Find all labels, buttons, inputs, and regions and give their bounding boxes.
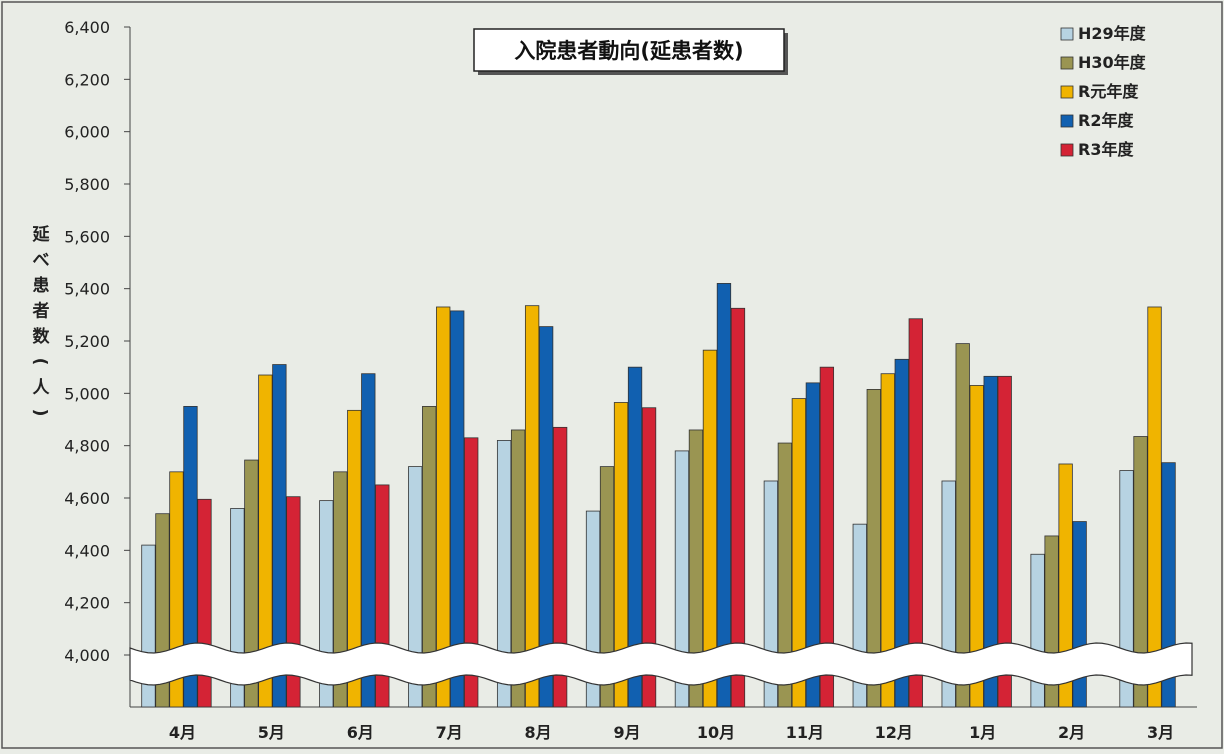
bar: [1058, 463, 1073, 708]
bar: [955, 343, 970, 708]
y-tick-label: 6,000: [64, 123, 110, 142]
x-tick-label: 1月: [969, 723, 996, 742]
x-tick-label: 5月: [258, 723, 285, 742]
bar: [524, 305, 540, 708]
legend-swatch: [1060, 27, 1074, 41]
bar: [805, 382, 821, 708]
y-tick-label: 6,200: [64, 70, 110, 89]
bar: [627, 366, 643, 708]
x-tick-label: 11月: [786, 723, 824, 742]
y-ticks: 6,400 6,200 6,000 5,800 5,600 5,400 5,200 5,000…: [64, 18, 130, 665]
y-axis-label-char: 患: [33, 276, 50, 296]
bar: [641, 407, 657, 708]
bar: [333, 471, 348, 708]
y-axis-label-char: べ: [33, 251, 50, 271]
y-tick-label: 4,600: [64, 489, 110, 508]
legend-label: R3年度: [1078, 140, 1134, 159]
bars: [141, 283, 1176, 708]
bar: [510, 429, 526, 708]
chart-title-text: 入院患者動向(延患者数): [514, 39, 743, 63]
x-tick-label: 9月: [613, 723, 640, 742]
bar: [183, 406, 198, 708]
bar: [538, 326, 554, 708]
x-tick-label: 4月: [169, 723, 196, 742]
chart-title: 入院患者動向(延患者数): [473, 28, 788, 75]
bar: [791, 398, 807, 708]
legend-label: H29年度: [1078, 24, 1147, 43]
y-axis-label-char: 延: [32, 224, 51, 245]
bar: [347, 409, 362, 708]
axis-break-band: [129, 642, 1193, 686]
bar: [674, 450, 690, 708]
x-tick-label: 12月: [875, 723, 913, 742]
bar: [894, 358, 909, 708]
bar: [450, 310, 465, 708]
legend-swatch: [1060, 85, 1074, 99]
x-tick-label: 2月: [1058, 723, 1085, 742]
bar: [908, 318, 923, 708]
bar: [258, 374, 273, 708]
bar: [777, 442, 793, 708]
chart-title-box: [473, 28, 785, 72]
bar: [688, 429, 704, 708]
bar: [408, 466, 423, 708]
bar: [730, 307, 746, 708]
x-tick-label: 7月: [436, 723, 463, 742]
y-tick-label: 5,200: [64, 332, 110, 351]
y-tick-label: 4,800: [64, 437, 110, 456]
y-axis-label-char: 人: [33, 378, 51, 398]
legend-swatch: [1060, 114, 1074, 128]
bar: [1147, 306, 1162, 708]
y-axis-label-char: (: [30, 358, 50, 366]
x-tick-label: 6月: [347, 723, 374, 742]
y-axis-label-char: 者: [32, 301, 50, 322]
bar: [983, 375, 998, 708]
bar: [436, 306, 451, 708]
bar: [819, 366, 835, 708]
legend-swatch: [1060, 143, 1074, 157]
bar: [496, 440, 512, 708]
y-tick-label: 4,400: [64, 541, 110, 560]
bar: [1119, 470, 1134, 708]
y-tick-label: 5,800: [64, 175, 110, 194]
y-axis-label-char: 数: [33, 326, 51, 347]
legend: H29年度 H30年度 R元年度 R2年度 R3年度: [1060, 24, 1147, 159]
y-axis-label-char: ): [30, 409, 50, 417]
bar: [599, 466, 615, 708]
bar: [552, 426, 568, 708]
bar: [613, 402, 629, 708]
x-tick-label: 10月: [697, 723, 735, 742]
y-tick-label: 5,600: [64, 227, 110, 246]
bar: [866, 389, 881, 708]
legend-swatch: [1060, 56, 1074, 70]
bar: [969, 385, 984, 708]
y-tick-label: 5,400: [64, 280, 110, 299]
y-tick-label: 5,000: [64, 384, 110, 403]
bar: [702, 349, 718, 708]
legend-label: H30年度: [1078, 53, 1147, 72]
y-tick-label: 4,000: [64, 646, 110, 665]
bar: [716, 283, 732, 708]
legend-label: R元年度: [1078, 82, 1139, 101]
y-tick-label: 6,400: [64, 18, 110, 37]
x-tick-label: 8月: [525, 723, 552, 742]
bar: [1133, 436, 1148, 708]
bar: [272, 364, 287, 708]
bar: [997, 375, 1012, 708]
bar: [244, 459, 259, 708]
bar: [422, 406, 437, 708]
legend-label: R2年度: [1078, 111, 1134, 130]
bar: [464, 437, 479, 708]
bar: [361, 373, 376, 708]
bar: [880, 373, 895, 708]
y-tick-label: 4,200: [64, 594, 110, 613]
x-tick-label: 3月: [1147, 723, 1174, 742]
